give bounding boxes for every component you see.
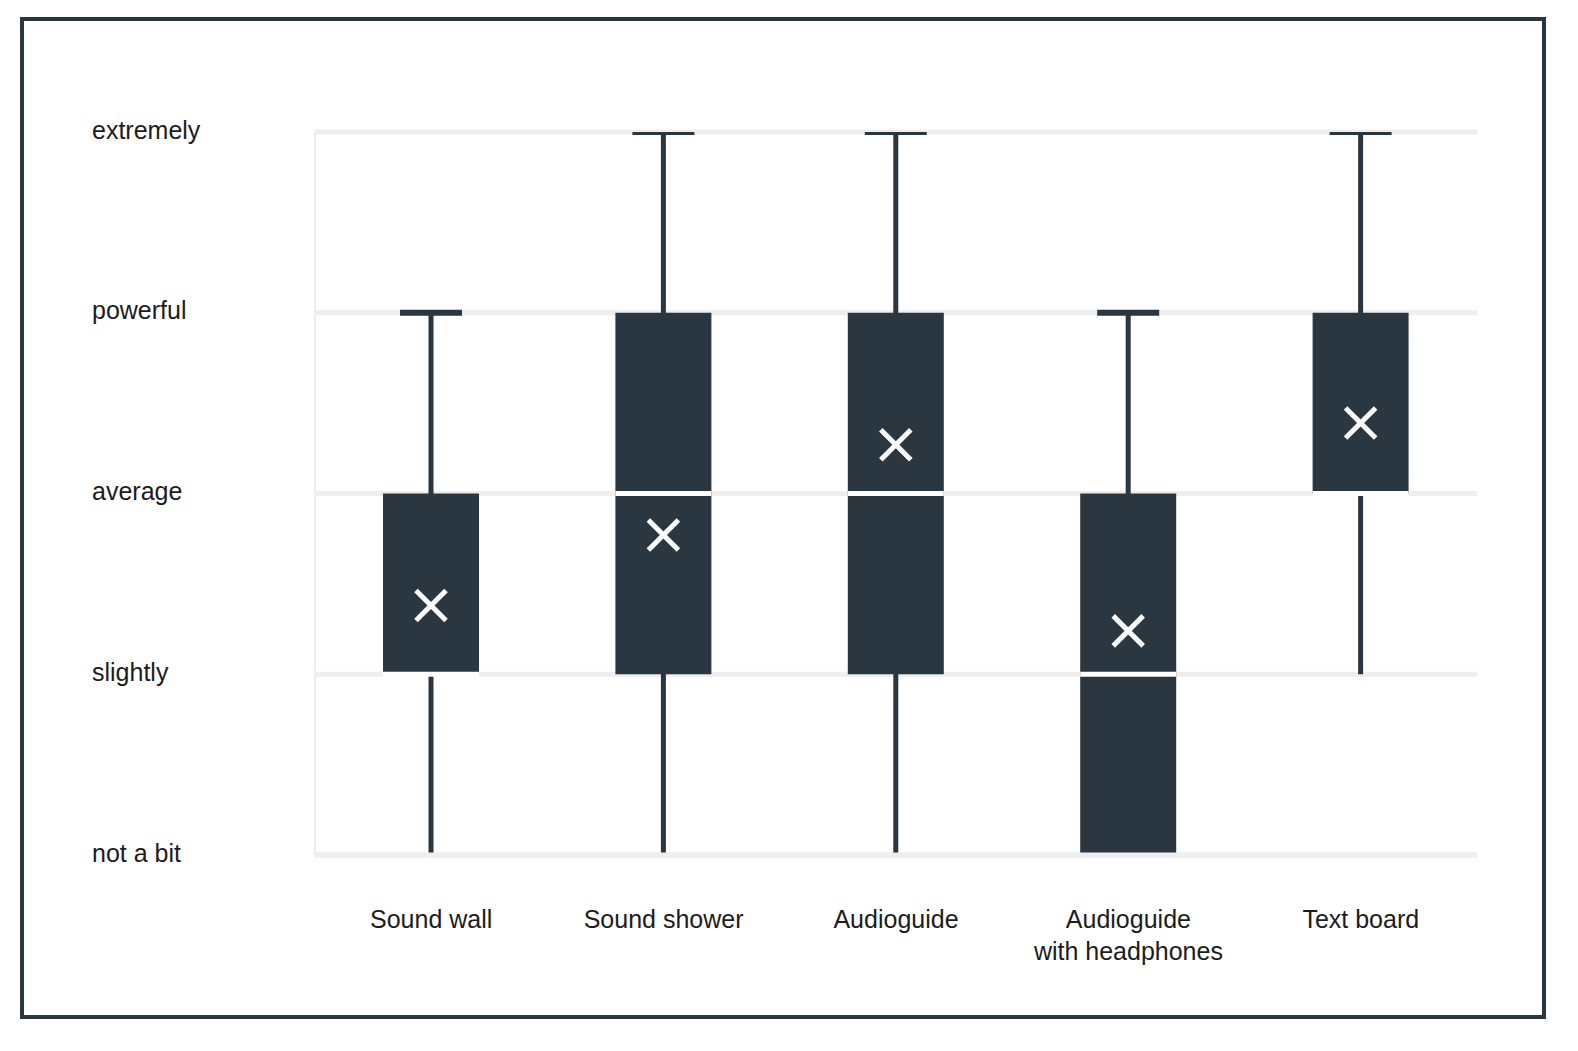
svg-text:not a bit: not a bit xyxy=(92,839,181,867)
svg-text:slightly: slightly xyxy=(92,658,169,686)
svg-text:powerful: powerful xyxy=(92,296,187,324)
svg-text:extremely: extremely xyxy=(92,116,201,144)
svg-text:Text board: Text board xyxy=(1302,905,1419,933)
svg-text:Audioguide: Audioguide xyxy=(833,905,958,933)
svg-text:Sound shower: Sound shower xyxy=(584,905,744,933)
svg-text:Sound wall: Sound wall xyxy=(370,905,492,933)
svg-text:average: average xyxy=(92,477,182,505)
svg-text:Audioguidewith headphones: Audioguidewith headphones xyxy=(1033,905,1223,965)
